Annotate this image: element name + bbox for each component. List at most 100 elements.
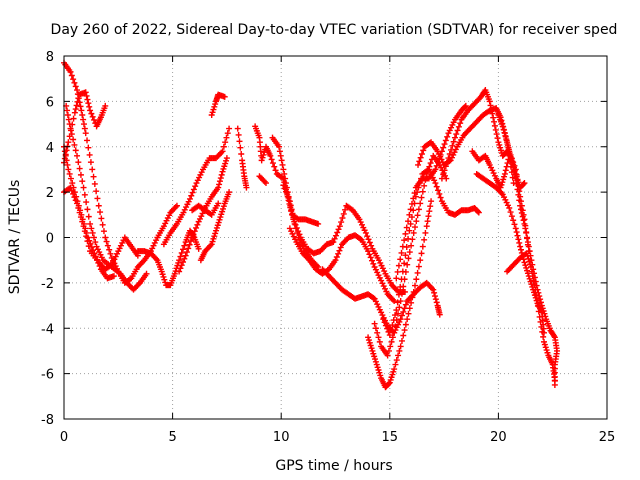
data-point-plus — [75, 159, 82, 166]
data-point-plus — [433, 299, 440, 306]
data-point-plus — [390, 317, 397, 324]
data-point-plus — [437, 194, 444, 201]
data-point-plus — [542, 344, 549, 351]
data-point-plus — [73, 102, 80, 109]
data-point-plus — [419, 188, 426, 195]
data-point-plus — [215, 200, 222, 207]
data-point-plus — [392, 312, 399, 319]
data-point-plus — [394, 299, 401, 306]
data-point-plus — [393, 275, 400, 282]
data-point-plus — [86, 237, 93, 244]
data-point-plus — [535, 308, 542, 315]
data-point-plus — [493, 131, 500, 138]
data-point-plus — [380, 316, 387, 323]
data-point-plus — [524, 234, 531, 241]
data-point-plus — [366, 251, 373, 258]
data-point-plus — [520, 217, 527, 224]
data-point-plus — [208, 111, 215, 118]
data-point-plus — [542, 313, 549, 320]
data-point-plus — [226, 189, 233, 196]
data-point-plus — [451, 134, 458, 141]
data-point-plus — [408, 242, 415, 249]
data-point-plus — [408, 299, 415, 306]
data-point-plus — [182, 252, 189, 259]
data-point-plus — [189, 189, 196, 196]
data-point-plus — [371, 353, 378, 360]
data-point-plus — [262, 180, 269, 187]
data-point-plus — [94, 256, 101, 263]
data-point-plus — [389, 322, 396, 329]
data-point-plus — [80, 220, 87, 227]
data-point-plus — [528, 281, 535, 288]
data-point-plus — [405, 310, 412, 317]
data-point-plus — [433, 162, 440, 169]
data-point-plus — [334, 229, 341, 236]
data-point-plus — [87, 220, 94, 227]
data-point-plus — [390, 368, 397, 375]
data-point-plus — [90, 116, 97, 123]
data-point-plus — [418, 151, 425, 158]
data-point-plus — [171, 270, 178, 277]
data-point-plus — [531, 282, 538, 289]
data-point-plus — [291, 218, 298, 225]
data-point-plus — [104, 242, 111, 249]
data-point-plus — [416, 158, 423, 165]
data-point-plus — [71, 141, 78, 148]
y-tick-label: 6 — [46, 95, 54, 110]
data-point-plus — [375, 366, 382, 373]
data-point-plus — [74, 87, 81, 94]
data-point-plus — [444, 133, 451, 140]
data-point-plus — [336, 223, 343, 230]
data-point-plus — [532, 286, 539, 293]
data-point-plus — [516, 197, 523, 204]
data-point-plus — [502, 167, 509, 174]
data-point-plus — [336, 247, 343, 254]
data-point-plus — [510, 164, 517, 171]
data-point-plus — [259, 154, 266, 161]
data-point-plus — [209, 238, 216, 245]
data-point-plus — [330, 239, 337, 246]
data-point-plus — [213, 227, 220, 234]
data-point-plus — [69, 121, 76, 128]
data-point-plus — [74, 98, 81, 105]
x-tick-label: 20 — [490, 430, 507, 445]
data-point-plus — [88, 110, 95, 117]
data-point-plus — [191, 228, 198, 235]
data-point-plus — [394, 268, 401, 275]
data-point-plus — [408, 200, 415, 207]
series-pass-17 — [286, 225, 398, 305]
data-point-plus — [78, 107, 85, 114]
data-point-plus — [110, 273, 117, 280]
series-pass-5 — [61, 143, 117, 282]
data-point-plus — [386, 379, 393, 386]
data-point-plus — [337, 244, 344, 251]
data-point-plus — [67, 175, 74, 182]
data-point-plus — [100, 228, 107, 235]
data-point-plus — [82, 130, 89, 137]
data-point-plus — [512, 225, 519, 232]
data-point-plus — [335, 250, 342, 257]
data-point-plus — [392, 323, 399, 330]
data-point-plus — [514, 186, 521, 193]
data-point-plus — [376, 338, 383, 345]
data-point-plus — [90, 247, 97, 254]
data-point-plus — [395, 291, 402, 298]
data-point-plus — [211, 103, 218, 110]
data-point-plus — [214, 222, 221, 229]
data-point-plus — [342, 206, 349, 213]
data-point-plus — [395, 262, 402, 269]
data-point-plus — [501, 173, 508, 180]
data-point-plus — [384, 325, 391, 332]
data-point-plus — [504, 142, 511, 149]
data-point-plus — [280, 182, 287, 189]
data-point-plus — [405, 255, 412, 262]
data-point-plus — [177, 253, 184, 260]
data-point-plus — [75, 95, 82, 102]
data-point-plus — [70, 76, 77, 83]
data-point-plus — [190, 186, 197, 193]
data-point-plus — [411, 282, 418, 289]
data-point-plus — [527, 263, 534, 270]
data-point-plus — [401, 305, 408, 312]
data-point-plus — [372, 325, 379, 332]
data-points — [61, 59, 561, 391]
